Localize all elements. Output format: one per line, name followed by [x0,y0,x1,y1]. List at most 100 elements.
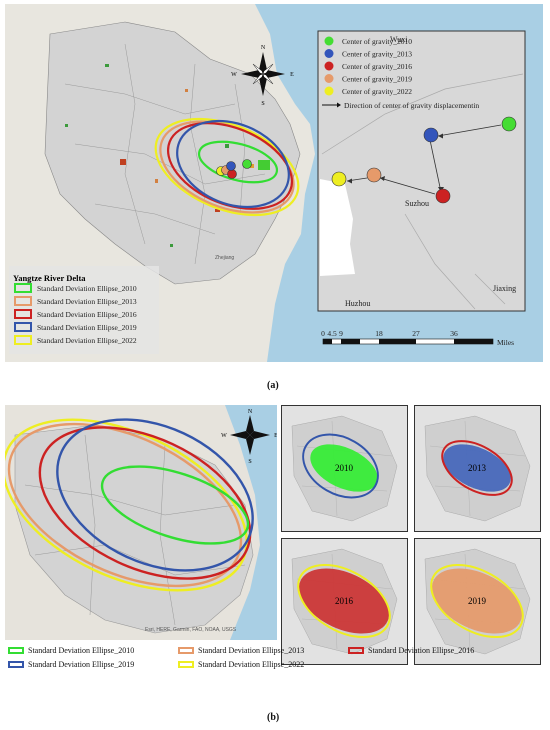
small-map-year: 2016 [335,596,354,606]
ellipse-2010 [197,140,279,184]
small-map-2016: 2016 [281,538,408,665]
gravity-centers-a [216,159,270,179]
bottom-legend-swatch [348,647,364,654]
inset-legend-dot [324,61,334,71]
small-ellipse-outline [430,563,524,639]
std-ellipses-a [154,117,300,217]
bottom-legend-label: Standard Deviation Ellipse_2016 [368,646,475,655]
scale-tick-label: 27 [412,329,420,338]
small-ellipse-fill [443,444,511,492]
small-map-year: 2010 [335,463,354,473]
city-jiaxing: Jiaxing [493,284,516,293]
small-map-2010: 2010 [281,405,408,532]
inset-legend: Center of gravity_2010 Center of gravity_… [324,36,412,96]
small-map-year: 2019 [468,596,487,606]
svg-text:N: N [248,409,253,415]
inset-center-2019 [366,167,382,183]
inset-legend-label: Center of gravity_2016 [342,62,412,71]
landuse-specks [65,64,254,247]
small-ellipse-outline [302,433,379,499]
small-ellipse-outline [297,563,391,639]
bottom-legend-label: Standard Deviation Ellipse_2022 [198,660,305,669]
scale-tick-label: 9 [339,329,343,338]
small-ellipse-fill [431,568,523,634]
bottom-legend-label: Standard Deviation Ellipse_2010 [28,646,135,655]
compass-n: N [261,45,266,51]
bottom-legend-swatch [8,647,24,654]
inset-legend-dot [324,49,334,58]
scale-tick-label: 4.5 [327,329,337,338]
bottom-legend-swatch [8,661,24,668]
map-panel-a: Zhejiang N S W E Yangtze River Delta Sta… [5,4,543,362]
compass-s: S [261,101,264,107]
arrow-legend-label: Direction of center of gravity displacem… [344,101,479,110]
inset-center-2016 [435,188,451,204]
small-ellipse-outline [441,440,513,496]
city-huzhou: Huzhou [345,299,370,308]
city-suzhou: Suzhou [405,199,429,208]
region-title: Yangtze River Delta [13,273,86,283]
bottom-legend-swatch [178,647,194,654]
map-panel-b: N S W E Esri, HERE, Garmin, FAO, NOAA, U… [5,405,277,640]
bottom-legend-item: Standard Deviation Ellipse_2022 [178,660,304,669]
caption-a: (a) [267,380,279,391]
inset-legend-label: Center of gravity_2013 [342,50,412,59]
scale-bar: 0 4.5 9 18 27 36 Miles [321,329,514,347]
ellipse-2019 [176,119,290,209]
svg-text:E: E [274,433,277,439]
compass-w: W [231,72,237,78]
compass-b: N S W E [221,409,277,465]
inset-water [320,179,355,276]
inset-arrow-legend: Direction of center of gravity displacem… [322,101,479,110]
legend-label-a: Standard Deviation Ellipse_2019 [37,323,137,332]
std-ellipses-b [5,418,254,592]
map-a-svg: Zhejiang N S W E Yangtze River Delta Sta… [5,4,543,362]
scale-tick-label: 36 [450,329,458,338]
svg-text:W: W [221,433,227,439]
town-label: Zhejiang [215,255,234,261]
small-ellipse-fill [310,444,378,492]
legend-swatch-a [14,322,32,332]
compass-e: E [290,72,294,78]
inset-legend-label: Center of gravity_2019 [342,75,412,84]
map-credits: Esri, HERE, Garmin, FAO, NOAA, USGS [145,627,237,633]
legend-swatch-a [14,283,32,293]
city-wuxi: Wuxi [390,35,408,44]
inset-center-2010 [501,116,517,132]
small-map-2019: 2019 [414,538,541,665]
scale-tick-label: 0 [321,329,325,338]
map-b-svg: N S W E Esri, HERE, Garmin, FAO, NOAA, U… [5,405,277,640]
inset-center-2013 [423,127,439,143]
compass-a: N S W E [231,45,294,107]
bottom-legend-item: Standard Deviation Ellipse_2019 [8,660,134,669]
bottom-legend-item: Standard Deviation Ellipse_2016 [348,646,474,655]
svg-text:S: S [248,459,251,465]
inset-map: Center of gravity_2010 Center of gravity_… [317,30,526,312]
scale-tick-label: 18 [375,329,383,338]
inset-legend-dot [324,36,334,46]
bottom-legend-swatch [178,661,194,668]
legend-label-a: Standard Deviation Ellipse_2013 [37,297,137,306]
bottom-legend-label: Standard Deviation Ellipse_2013 [198,646,305,655]
inset-legend-label: Center of gravity_2022 [342,87,412,96]
ellipse-2022 [154,117,300,217]
bottom-legend-item: Standard Deviation Ellipse_2013 [178,646,304,655]
legend-label-a: Standard Deviation Ellipse_2016 [37,310,137,319]
small-map-year: 2013 [468,463,487,473]
inset-legend-dot [324,86,334,96]
legend-swatch-a [14,309,32,319]
inset-center-2022 [331,171,347,187]
small-map-2013: 2013 [414,405,541,532]
scale-unit: Miles [497,338,514,347]
region-polygon [44,21,301,285]
legend-label-a: Standard Deviation Ellipse_2010 [37,284,137,293]
bottom-legend-item: Standard Deviation Ellipse_2010 [8,646,134,655]
legend-swatch-a [14,335,32,345]
legend-swatch-a [14,296,32,306]
legend-label-a: Standard Deviation Ellipse_2022 [37,336,137,345]
caption-b: (b) [267,712,280,723]
inset-legend-label: Center of gravity_2010 [342,37,412,46]
inset-legend-dot [324,74,334,83]
bottom-legend-label: Standard Deviation Ellipse_2019 [28,660,135,669]
ellipse-legend-a: Yangtze River Delta Standard Deviation E… [9,266,159,354]
